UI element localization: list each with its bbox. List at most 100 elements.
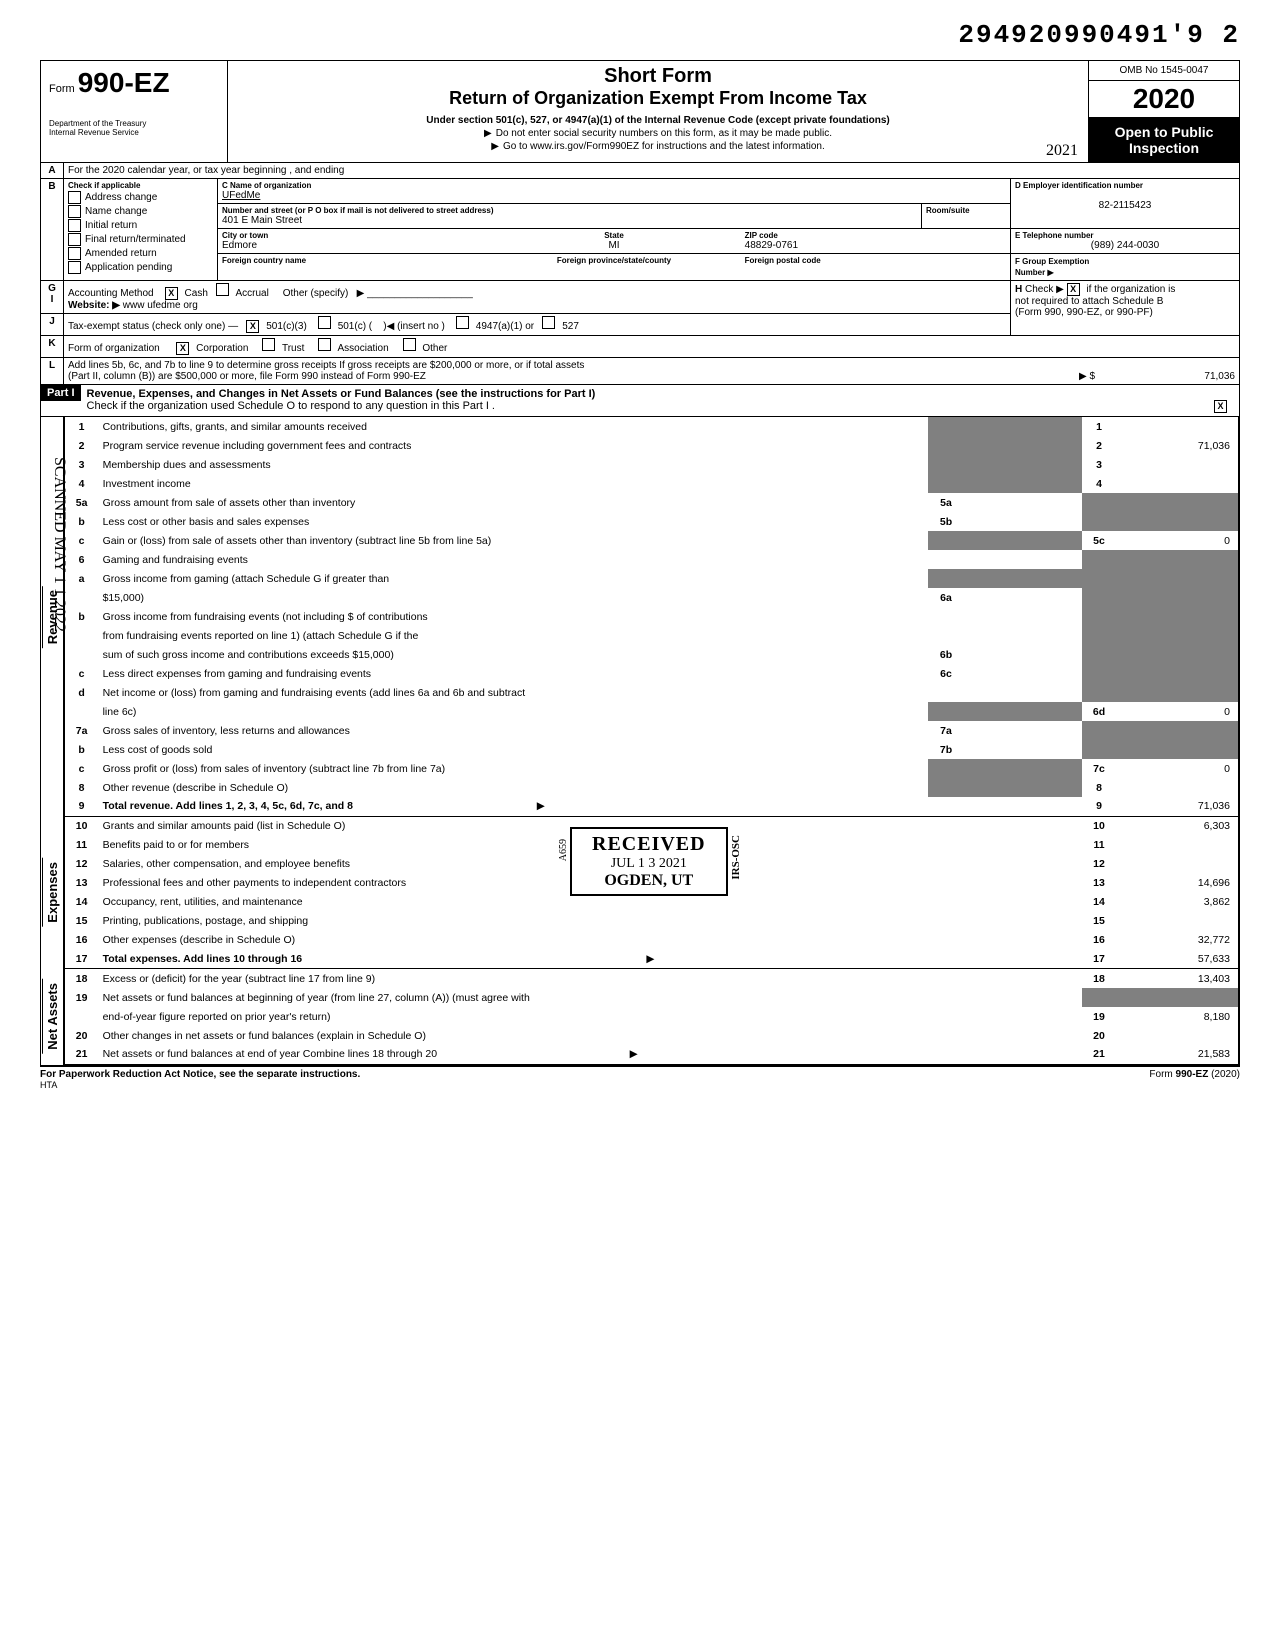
ln18-text: Excess or (deficit) for the year (subtra… <box>99 969 1082 988</box>
ln6d-text: Net income or (loss) from gaming and fun… <box>99 683 1082 702</box>
ln6b-num: b <box>64 607 99 626</box>
net-assets-section: Net Assets 18Excess or (deficit) for the… <box>40 969 1240 1066</box>
ln6d-num: d <box>64 683 99 702</box>
ln17-amt: 57,633 <box>1116 950 1239 969</box>
stamp-side1: A659 <box>558 839 569 861</box>
check-if-applicable: Check if applicable <box>68 181 213 190</box>
chk-cash[interactable]: X <box>165 287 178 300</box>
chk-app-pending[interactable] <box>68 261 81 274</box>
ln4-text: Investment income <box>99 474 928 493</box>
ln6d-amt: 0 <box>1116 702 1239 721</box>
city: Edmore <box>222 240 483 251</box>
ln2-amt: 71,036 <box>1116 436 1239 455</box>
ln16-num: 16 <box>64 931 99 950</box>
insert-no: )◀ (insert no ) <box>383 321 445 332</box>
ln19-num: 19 <box>64 988 99 1007</box>
ln3-amt <box>1116 455 1239 474</box>
ln8-num: 8 <box>64 778 99 797</box>
form-year: 2020 <box>1089 81 1239 118</box>
chk-other-org[interactable] <box>403 338 416 351</box>
chk-501c3[interactable]: X <box>246 320 259 333</box>
lbl-state: State <box>483 231 744 240</box>
chk-final-return[interactable] <box>68 233 81 246</box>
ln18-amt: 13,403 <box>1116 969 1239 988</box>
dept-irs: Internal Revenue Service <box>49 128 219 137</box>
ln1-num: 1 <box>64 417 99 436</box>
ln7b-m: 7b <box>928 740 964 759</box>
ln5c-amt: 0 <box>1116 531 1239 550</box>
chk-name-change[interactable] <box>68 205 81 218</box>
ln6a-text: Gross income from gaming (attach Schedul… <box>99 569 928 588</box>
lbl-app-pending: Application pending <box>85 262 172 273</box>
ln6b-text2: from fundraising events reported on line… <box>99 626 1082 645</box>
chk-corp[interactable]: X <box>176 342 189 355</box>
ln20-text: Other changes in net assets or fund bala… <box>99 1026 1082 1045</box>
ln7b-num: b <box>64 740 99 759</box>
subtitle-section: Under section 501(c), 527, or 4947(a)(1)… <box>238 115 1078 126</box>
h-check: Check ▶ <box>1025 284 1064 295</box>
lbl-corp: Corporation <box>196 343 248 354</box>
lbl-final-return: Final return/terminated <box>85 234 186 245</box>
ln10-num: 10 <box>64 817 99 836</box>
l-arrow: ▶ $ <box>1079 371 1095 382</box>
state: MI <box>483 240 744 251</box>
lbl-accounting: Accounting Method <box>68 288 154 299</box>
lbl-org-name: C Name of organization <box>222 181 1006 190</box>
ln20-amt <box>1116 1026 1239 1045</box>
chk-527[interactable] <box>542 316 555 329</box>
ln4-num: 4 <box>64 474 99 493</box>
lbl-other-method: Other (specify) <box>283 288 349 299</box>
title-short-form: Short Form <box>238 65 1078 88</box>
inspection: Inspection <box>1093 140 1235 156</box>
ln6c-text: Less direct expenses from gaming and fun… <box>99 664 928 683</box>
ln14-num: 14 <box>64 893 99 912</box>
ln14-amt: 3,862 <box>1116 893 1239 912</box>
ln6c-m: 6c <box>928 664 964 683</box>
ln9-num: 9 <box>64 797 99 816</box>
chk-accrual[interactable] <box>216 283 229 296</box>
l-text1: Add lines 5b, 6c, and 7b to line 9 to de… <box>68 360 1235 371</box>
chk-trust[interactable] <box>262 338 275 351</box>
ln21-r: 21 <box>1082 1045 1116 1064</box>
ln6b-text: Gross income from fundraising events (no… <box>99 607 1082 626</box>
chk-501c[interactable] <box>318 316 331 329</box>
ln6c-num: c <box>64 664 99 683</box>
ein: 82-2115423 <box>1015 200 1235 211</box>
document-number: 294920990491'9 2 <box>40 20 1240 50</box>
revenue-section: Revenue 1Contributions, gifts, grants, a… <box>40 417 1240 817</box>
chk-assoc[interactable] <box>318 338 331 351</box>
ln21-amt: 21,583 <box>1116 1045 1239 1064</box>
lbl-initial-return: Initial return <box>85 220 137 231</box>
ln11-amt <box>1116 836 1239 855</box>
chk-schedule-o[interactable]: X <box>1214 400 1227 413</box>
lbl-phone: E Telephone number <box>1015 231 1235 240</box>
ln6a-m: 6a <box>928 588 964 607</box>
ln6b-text3: sum of such gross income and contributio… <box>99 645 928 664</box>
footer: For Paperwork Reduction Act Notice, see … <box>40 1066 1240 1080</box>
row-a-text: For the 2020 calendar year, or tax year … <box>64 163 1240 179</box>
ln19-text2: end-of-year figure reported on prior yea… <box>99 1007 1082 1026</box>
chk-h[interactable]: X <box>1067 283 1080 296</box>
ln2-text: Program service revenue including govern… <box>99 436 928 455</box>
lbl-cash: Cash <box>185 288 208 299</box>
ln6-text: Gaming and fundraising events <box>99 550 1082 569</box>
ln7c-amt: 0 <box>1116 759 1239 778</box>
chk-initial-return[interactable] <box>68 219 81 232</box>
chk-4947[interactable] <box>456 316 469 329</box>
ln9-text: Total revenue. Add lines 1, 2, 3, 4, 5c,… <box>103 800 353 812</box>
lbl-address-change: Address change <box>85 192 157 203</box>
ln8-text: Other revenue (describe in Schedule O) <box>99 778 928 797</box>
ln20-r: 20 <box>1082 1026 1116 1045</box>
stamp-date: JUL 1 3 2021 <box>592 856 706 872</box>
lbl-4947: 4947(a)(1) or <box>476 321 534 332</box>
ln5c-text: Gain or (loss) from sale of assets other… <box>99 531 928 550</box>
dept-treasury: Department of the Treasury <box>49 119 219 128</box>
ln11-num: 11 <box>64 836 99 855</box>
lbl-room: Room/suite <box>926 206 1006 215</box>
lbl-fcountry: Foreign country name <box>222 256 483 265</box>
chk-amended[interactable] <box>68 247 81 260</box>
chk-address-change[interactable] <box>68 191 81 204</box>
ln13-amt: 14,696 <box>1116 874 1239 893</box>
ln8-amt <box>1116 778 1239 797</box>
ln17-num: 17 <box>64 950 99 969</box>
